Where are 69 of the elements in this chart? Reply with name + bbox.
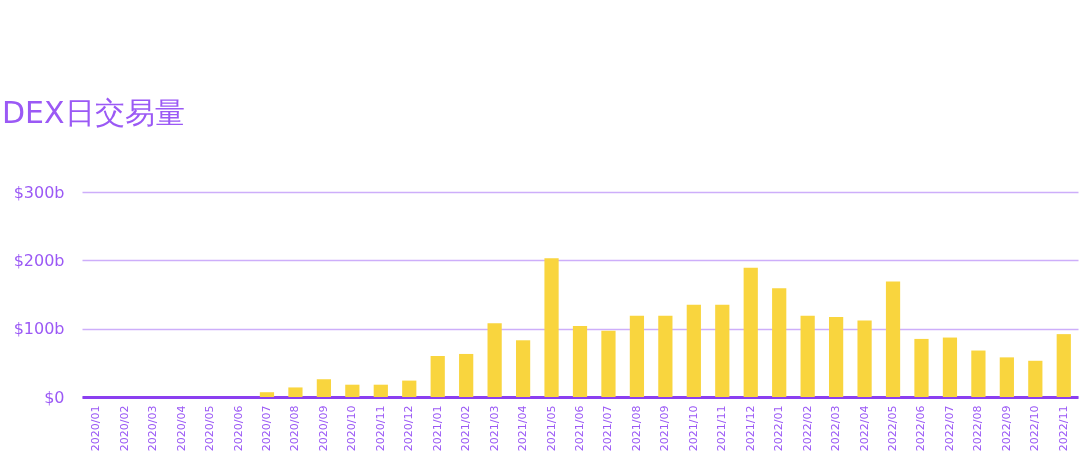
x-tick-label: 2021/01 [430, 405, 444, 452]
x-tick-label: 2020/11 [373, 405, 387, 452]
x-tick-label: 2020/08 [288, 405, 302, 452]
x-tick-label: 2020/05 [203, 405, 217, 452]
x-tick-label: 2020/06 [231, 405, 245, 452]
x-tick-label: 2022/10 [1028, 405, 1042, 452]
x-tick-label: 2021/07 [601, 405, 615, 452]
y-tick-label: $200b [13, 250, 65, 270]
y-tick-label: $100b [13, 319, 65, 339]
bar [971, 350, 986, 397]
bar [857, 320, 872, 397]
bar [345, 384, 360, 397]
bar [316, 379, 331, 397]
x-tick-label: 2021/03 [487, 405, 501, 452]
x-tick-label: 2020/02 [117, 405, 131, 452]
bar [629, 315, 645, 397]
x-tick-label: 2022/09 [999, 405, 1013, 452]
bar [1028, 360, 1043, 397]
x-tick-label: 2022/02 [800, 405, 814, 452]
x-tick-label: 2022/11 [1056, 405, 1070, 452]
bar [259, 392, 275, 397]
x-tick-label: 2021/06 [573, 405, 586, 452]
bar [373, 384, 388, 397]
x-tick-label: 2020/07 [259, 405, 273, 452]
bar [942, 337, 958, 397]
x-tick-label: 2021/04 [516, 405, 530, 452]
bar [743, 267, 758, 397]
bar [885, 281, 901, 397]
bar [601, 330, 616, 397]
bar [829, 317, 844, 397]
bar [658, 315, 673, 397]
x-tick-label: 2021/08 [629, 405, 643, 452]
bar [487, 323, 502, 397]
x-tick-label: 2021/02 [459, 405, 473, 452]
bar [402, 380, 417, 397]
bar [999, 357, 1014, 397]
x-tick-label: 2022/08 [971, 405, 985, 452]
x-tick-label: 2020/09 [316, 405, 330, 452]
x-tick-label: 2021/12 [743, 405, 757, 452]
y-tick-label: $300b [13, 182, 65, 202]
bar [914, 338, 929, 397]
bar [772, 288, 787, 397]
x-tick-label: 2020/03 [146, 405, 160, 452]
chart-title: DEX日交易量 [2, 95, 185, 130]
x-tick-label: 2022/03 [829, 405, 843, 452]
x-tick-label: 2020/10 [345, 405, 359, 452]
bar [572, 325, 588, 397]
bar [686, 304, 701, 397]
x-tick-label: 2020/12 [402, 405, 416, 452]
bar [800, 315, 815, 397]
x-tick-label: 2021/11 [715, 405, 729, 452]
bar [430, 356, 445, 397]
x-tick-label: 2022/06 [914, 405, 928, 452]
x-tick-label: 2022/07 [942, 405, 956, 452]
x-tick-label: 2021/10 [686, 405, 700, 452]
x-tick-label: 2022/05 [886, 405, 900, 452]
x-tick-label: 2021/05 [544, 405, 558, 452]
bar [459, 353, 474, 397]
bar [715, 304, 730, 397]
bar [544, 258, 559, 397]
y-tick-label: $0 [44, 387, 65, 407]
x-tick-label: 2020/04 [174, 405, 188, 452]
x-tick-label: 2022/04 [857, 405, 871, 452]
bar [515, 340, 531, 397]
x-tick-label: 2021/09 [658, 405, 672, 452]
bar [288, 387, 303, 397]
x-tick-label: 2020/01 [89, 405, 103, 452]
bar [1056, 334, 1071, 397]
x-tick-label: 2022/01 [772, 405, 786, 452]
